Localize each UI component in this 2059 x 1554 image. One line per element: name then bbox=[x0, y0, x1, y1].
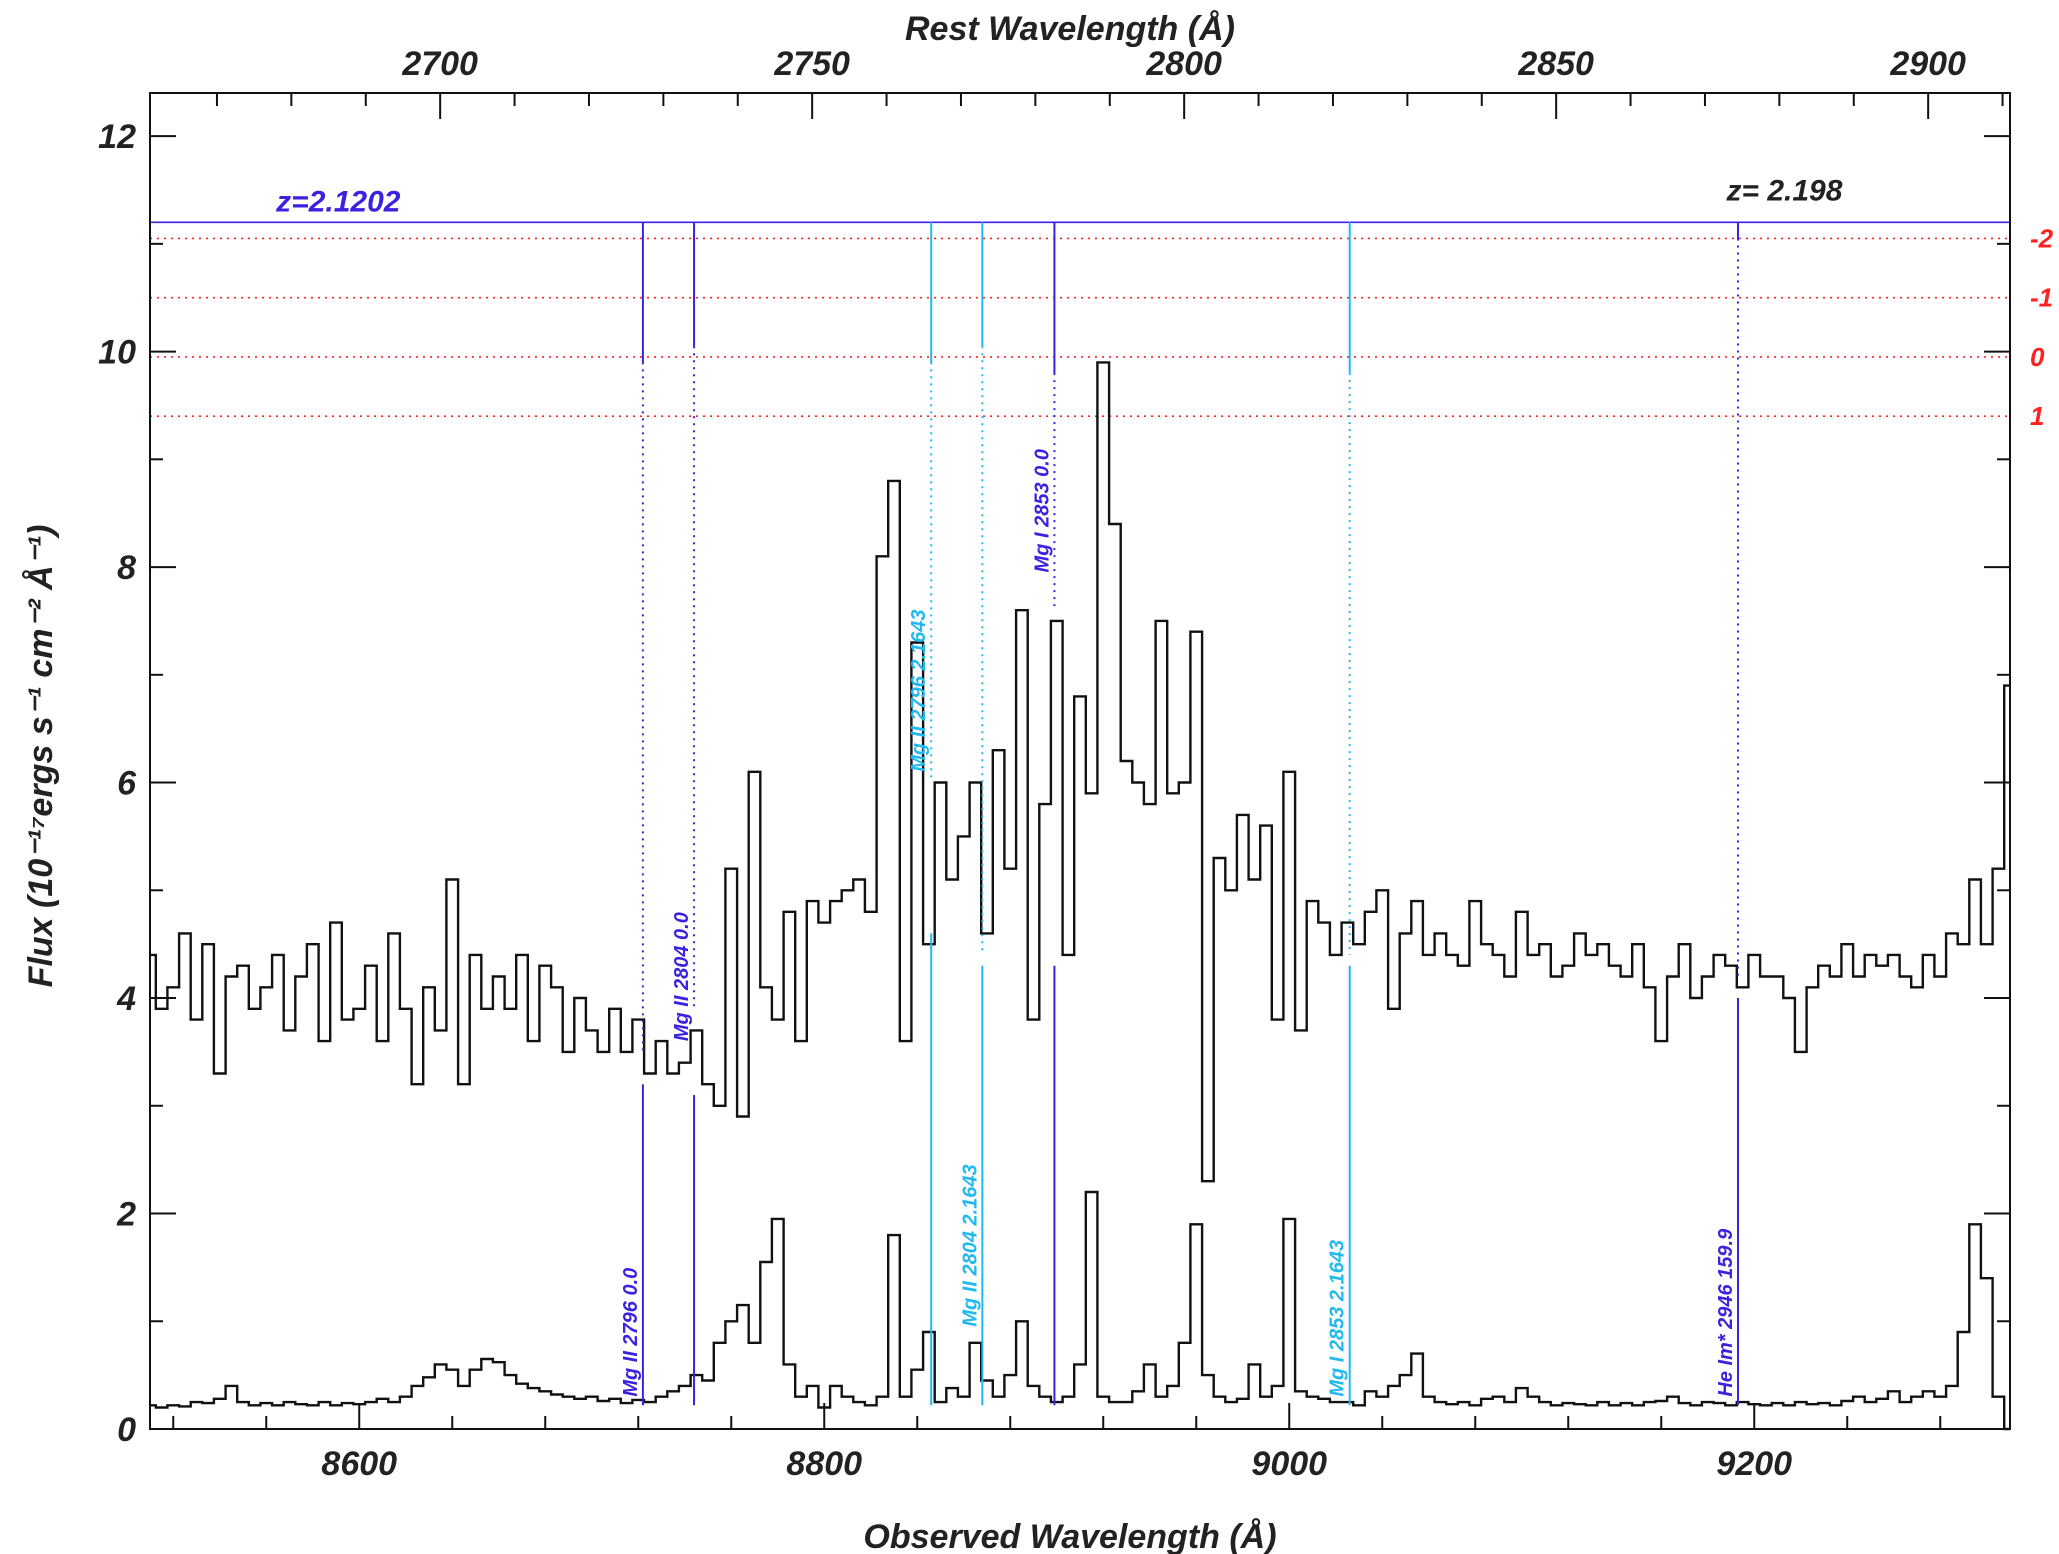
y-tick-label: 2 bbox=[116, 1196, 136, 1234]
redshift-label: z= 2.198 bbox=[1726, 175, 1843, 208]
y-axis-title: Flux (10⁻¹⁷ergs s⁻¹ cm⁻² Å⁻¹) bbox=[22, 525, 60, 988]
line-label: Mg II 2804 2.1643 bbox=[959, 1164, 981, 1326]
residual-label: -2 bbox=[2030, 223, 2054, 253]
line-label: Mg II 2796 0.0 bbox=[620, 1268, 642, 1397]
top-tick-label: 2800 bbox=[1145, 45, 1222, 83]
top-axis-title: Rest Wavelength (Å) bbox=[905, 10, 1235, 48]
x-tick-label: 9000 bbox=[1251, 1445, 1327, 1483]
plot-frame bbox=[149, 92, 2011, 1430]
top-tick-label: 2750 bbox=[773, 45, 850, 83]
top-tick-label: 2850 bbox=[1517, 45, 1594, 83]
redshift-label: z=2.1202 bbox=[275, 186, 401, 219]
x-axis-title: Observed Wavelength (Å) bbox=[863, 1518, 1276, 1554]
x-tick-label: 8800 bbox=[786, 1445, 862, 1483]
line-label: Mg I 2853 2.1643 bbox=[1327, 1240, 1349, 1397]
error-series bbox=[150, 1190, 2010, 1431]
absorption-lines-layer bbox=[150, 221, 2010, 1406]
residual-scale-layer: -2 -1 0 1 bbox=[150, 223, 2054, 431]
y-tick-label: 4 bbox=[116, 980, 136, 1018]
x-tick-label: 8600 bbox=[321, 1445, 397, 1483]
labels-layer: Mg II 2796 0.0 Mg II 2804 0.0 Mg II 2796 2… bbox=[275, 175, 1843, 1397]
residual-label: 1 bbox=[2030, 401, 2044, 431]
line-label: Mg II 2804 0.0 bbox=[671, 912, 693, 1041]
line-label: Mg I 2853 0.0 bbox=[1031, 449, 1053, 572]
line-label: Mg II 2796 2.1643 bbox=[908, 609, 930, 771]
y-tick-label: 6 bbox=[117, 765, 137, 803]
top-tick-label: 2700 bbox=[401, 45, 478, 83]
axes-layer: 8600 8800 9000 9200 2700 2750 2800 2850 2900 0 2 4 6… bbox=[98, 45, 2011, 1483]
x-tick-label: 9200 bbox=[1716, 1445, 1792, 1483]
top-tick-label: 2900 bbox=[1889, 45, 1966, 83]
spectra-layer bbox=[150, 361, 2010, 1431]
y-tick-label: 8 bbox=[117, 549, 136, 587]
residual-label: -1 bbox=[2030, 283, 2053, 313]
y-tick-label: 10 bbox=[98, 334, 136, 372]
y-tick-label: 12 bbox=[98, 118, 136, 156]
line-label: He Im* 2946 159.9 bbox=[1715, 1228, 1737, 1397]
flux-series bbox=[150, 361, 2010, 1183]
residual-label: 0 bbox=[2030, 342, 2045, 372]
y-tick-label: 0 bbox=[117, 1411, 136, 1449]
